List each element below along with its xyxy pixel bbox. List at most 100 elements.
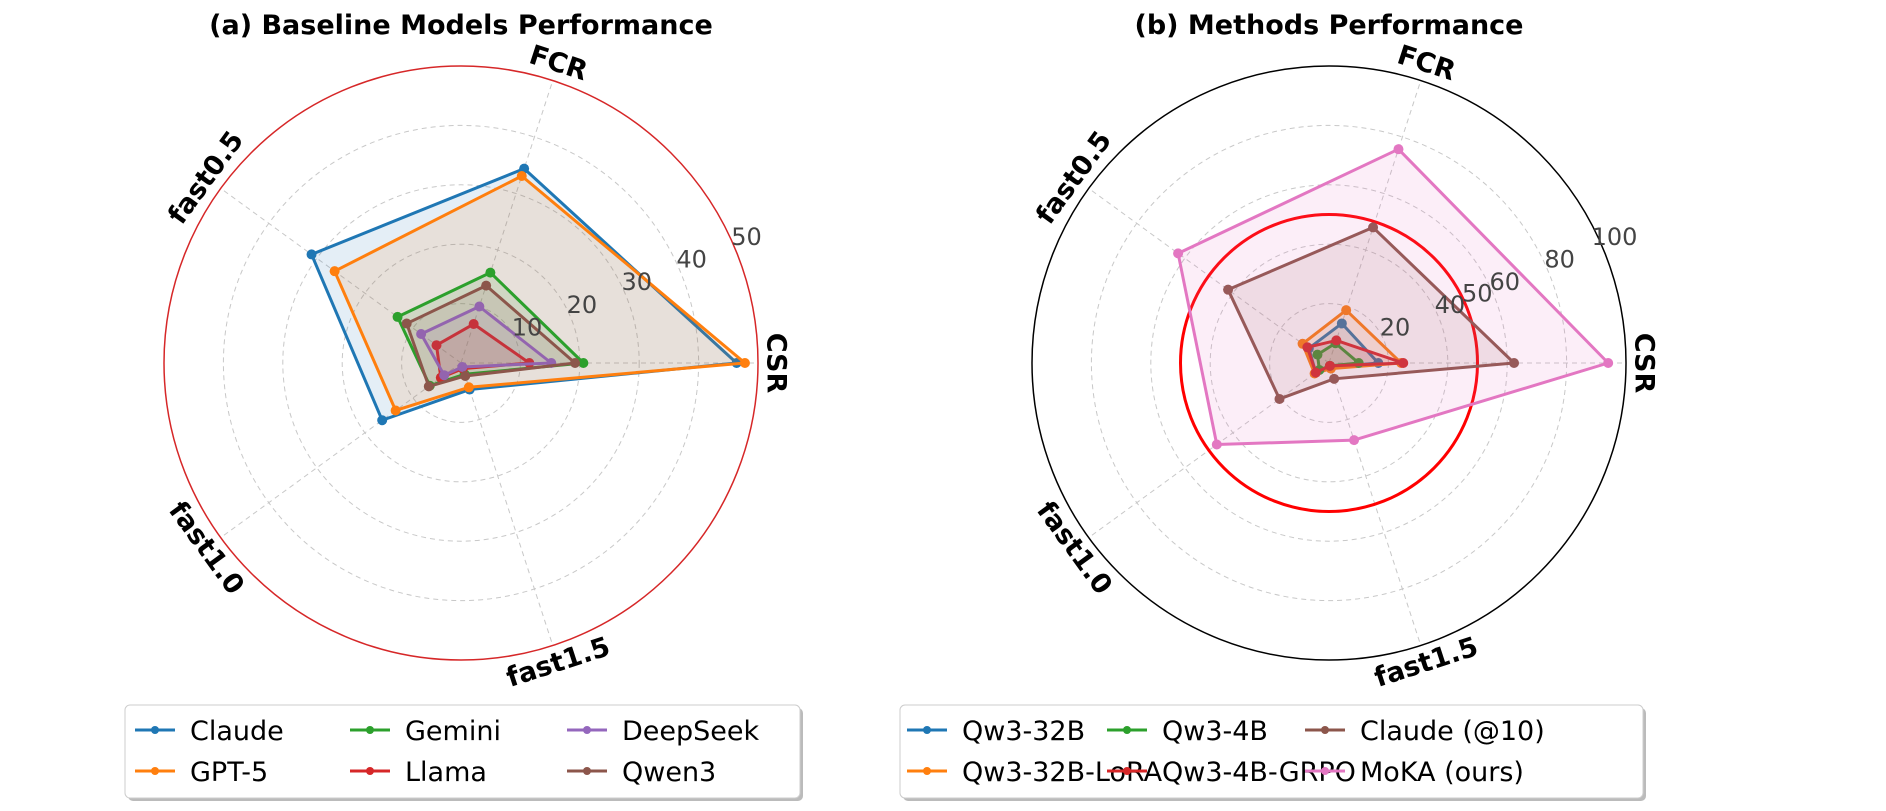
legend-box <box>899 704 1644 799</box>
outer-ring <box>1031 65 1627 661</box>
legend-marker <box>1321 767 1329 775</box>
data-point <box>1312 349 1323 360</box>
reference-circle <box>1179 213 1479 513</box>
chart-title: (b) Methods Performance <box>1135 10 1524 41</box>
data-point <box>423 381 434 392</box>
radial-tick-label: 50 <box>731 223 762 251</box>
grid-spoke <box>460 362 554 646</box>
data-point <box>463 382 474 393</box>
radial-tick-label: 20 <box>1380 314 1411 342</box>
axis-label-fast1-5: fast1.5 <box>503 631 614 693</box>
legend-marker <box>923 726 931 734</box>
grid-spoke <box>220 362 462 538</box>
data-point <box>401 318 412 329</box>
data-point <box>570 358 581 368</box>
data-point <box>431 340 442 351</box>
axis-label-fast0-5: fast0.5 <box>1030 126 1118 231</box>
data-point <box>1274 393 1285 404</box>
data-point <box>439 370 450 381</box>
data-point <box>485 267 496 278</box>
radial-tick-label: 40 <box>1435 291 1466 319</box>
legend-marker <box>1123 767 1131 775</box>
data-point <box>1302 342 1313 353</box>
data-point <box>1223 284 1234 295</box>
legend-box <box>124 704 801 799</box>
legend-label: Llama <box>405 757 487 788</box>
legend-item: Claude (@10) <box>1305 716 1545 747</box>
data-point <box>1509 358 1520 368</box>
legend-marker <box>583 726 591 734</box>
legend-marker <box>583 767 591 775</box>
legend-marker <box>1123 726 1131 734</box>
legend: Qw3-32BQw3-32B-LoRAQw3-4BQw3-4B-GRPOClau… <box>899 704 1646 801</box>
outer-ring <box>163 65 759 661</box>
data-point <box>474 301 485 312</box>
data-point <box>1368 222 1379 233</box>
data-point <box>1331 335 1342 346</box>
data-point <box>1341 305 1352 316</box>
legend-label: Qw3-4B <box>1162 716 1268 747</box>
legend-marker <box>366 767 374 775</box>
legend-item: Qw3-4B <box>1107 716 1268 747</box>
legend-label: Claude <box>190 716 284 747</box>
legend-label: Claude (@10) <box>1360 716 1545 747</box>
legend-marker <box>1321 726 1329 734</box>
chart-title: (a) Baseline Models Performance <box>209 10 713 41</box>
data-point <box>460 370 471 381</box>
axis-label-fast1-5: fast1.5 <box>1371 631 1482 693</box>
legend-item: Claude <box>135 716 284 747</box>
axis-label-fast1-0: fast1.0 <box>1030 496 1118 601</box>
data-point <box>1336 318 1347 329</box>
axis-label-fast1-0: fast1.0 <box>162 496 250 601</box>
radial-tick-label: 20 <box>567 291 598 319</box>
data-point <box>739 358 750 368</box>
series-line-moka-ours- <box>1176 147 1610 447</box>
radial-tick-label: 30 <box>621 268 652 296</box>
radial-tick-label: 40 <box>676 245 707 273</box>
grid-spoke <box>460 80 554 364</box>
radar-chart-a: (a) Baseline Models Performance 10 20 30 40 5… <box>124 10 803 801</box>
axis-label-csr: CSR <box>1629 333 1660 394</box>
radial-tick-label: 10 <box>512 314 543 342</box>
legend-item: Gemini <box>350 716 501 747</box>
data-point <box>481 280 492 291</box>
legend-label: MoKA (ours) <box>1360 757 1524 788</box>
data-point <box>457 361 468 372</box>
legend-item: GPT-5 <box>135 757 268 788</box>
data-point <box>329 266 340 277</box>
axis-label-fcr: FCR <box>1393 40 1459 88</box>
data-point <box>1211 439 1222 450</box>
series-line-deepseek <box>419 305 553 377</box>
legend: Claude GPT-5 Gemini Llama DeepSeek Qwen3 <box>124 704 803 801</box>
grid-circle <box>282 184 640 542</box>
legend-label: GPT-5 <box>190 757 268 788</box>
data-point <box>306 249 317 260</box>
legend-marker <box>923 767 931 775</box>
data-point <box>516 171 527 182</box>
legend-item: Qw3-32B <box>907 716 1085 747</box>
data-point <box>1173 248 1184 259</box>
series-line-qw3-32b-lora <box>1301 308 1403 375</box>
data-point <box>390 405 401 416</box>
data-point <box>1393 144 1404 155</box>
axis-label-fcr: FCR <box>525 40 591 88</box>
legend-item: DeepSeek <box>567 716 760 747</box>
data-point <box>468 319 479 330</box>
data-point <box>578 358 589 368</box>
radial-tick-label: 80 <box>1544 245 1575 273</box>
data-point <box>1398 358 1409 368</box>
data-point <box>1349 435 1360 446</box>
data-point <box>392 311 403 322</box>
data-point <box>1310 367 1321 378</box>
legend-item: MoKA (ours) <box>1305 757 1524 788</box>
series-line-claude-10- <box>1226 225 1516 401</box>
legend-marker <box>151 767 159 775</box>
legend-label: Qwen3 <box>622 757 716 788</box>
data-point <box>1329 373 1340 384</box>
data-point <box>1603 358 1614 368</box>
data-point <box>416 329 427 340</box>
radial-tick-label: 50 <box>1462 280 1493 308</box>
legend-label: DeepSeek <box>622 716 760 747</box>
